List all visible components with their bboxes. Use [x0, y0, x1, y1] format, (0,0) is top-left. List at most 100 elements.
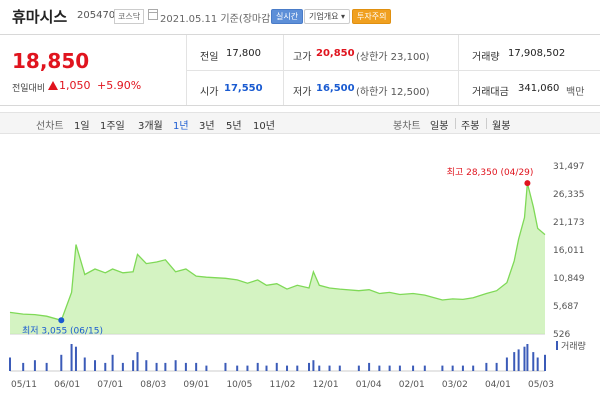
- x-tick-label: 06/01: [54, 380, 80, 390]
- x-tick-label: 07/01: [97, 380, 123, 390]
- volume-bar: [174, 360, 177, 371]
- period-1w[interactable]: 1주일: [100, 121, 125, 132]
- x-tick-label: 03/02: [442, 380, 468, 390]
- volume-bar: [485, 362, 488, 371]
- price-line: [9, 182, 546, 322]
- up-triangle-icon: [48, 81, 58, 90]
- x-tick-label: 05/03: [528, 380, 554, 390]
- volume-bar: [275, 362, 278, 371]
- x-tick-label: 02/01: [399, 380, 425, 390]
- price-chart-svg: 31,497 26,335 21,173 16,011 10,849 5,687 526 최고…: [9, 162, 586, 390]
- x-tick-label: 08/03: [140, 380, 166, 390]
- volume-bar: [136, 352, 139, 371]
- volume-bar: [318, 365, 321, 371]
- period-1d[interactable]: 1일: [74, 121, 90, 132]
- volume-bar: [265, 365, 268, 371]
- volume-bar: [308, 362, 311, 371]
- upper-limit: (상한가 23,100): [356, 52, 430, 63]
- period-3m[interactable]: 3개월: [138, 121, 163, 132]
- volume-bar: [205, 365, 208, 371]
- candle-daily[interactable]: 일봉: [430, 121, 449, 132]
- x-tick-label: 04/01: [485, 380, 511, 390]
- current-price: 18,850: [12, 49, 90, 73]
- volume-bar: [441, 365, 444, 371]
- change-value: 1,050: [59, 79, 91, 92]
- prev-close-value: 17,800: [226, 48, 261, 59]
- volume-bar: [296, 365, 299, 371]
- period-10y[interactable]: 10년: [253, 121, 275, 132]
- period-5y[interactable]: 5년: [226, 121, 242, 132]
- period-1y[interactable]: 1년: [173, 121, 189, 132]
- volume-bar: [145, 360, 148, 371]
- open-value: 17,550: [224, 83, 263, 94]
- y-tick-label: 526: [553, 330, 570, 340]
- base-date: 2021.05.11 기준(장마감): [160, 14, 275, 25]
- calendar-icon: [148, 9, 158, 20]
- volume-bar: [132, 360, 135, 371]
- volume-bar: [451, 365, 454, 371]
- volume-bar: [536, 357, 539, 371]
- volume-bar: [236, 365, 239, 371]
- volume-bar: [111, 354, 114, 371]
- volume-bar: [338, 365, 341, 371]
- volume-bar: [22, 362, 25, 371]
- y-tick-label: 26,335: [553, 190, 585, 200]
- x-tick-label: 11/02: [270, 380, 296, 390]
- volume-bar: [70, 344, 73, 371]
- company-overview-dropdown[interactable]: 기업개요 ▾: [304, 9, 350, 24]
- divider: [455, 118, 456, 129]
- volume-bar: [256, 362, 259, 371]
- volume-bar: [121, 362, 124, 371]
- market-badge: 코스닥: [114, 9, 145, 24]
- change-percent: +5.90%: [97, 79, 142, 92]
- y-tick-label: 21,173: [553, 218, 585, 228]
- volume-bar: [45, 362, 48, 371]
- investment-warning-badge: 투자주의: [352, 9, 392, 24]
- candle-chart-label: 봉차트: [393, 121, 421, 132]
- volume-bar: [398, 365, 401, 371]
- amount-value: 341,060: [518, 83, 560, 94]
- x-tick-label: 12/01: [313, 380, 339, 390]
- line-chart-label: 선차트: [36, 121, 64, 132]
- volume-bar: [328, 365, 331, 371]
- volume-legend-label: 거래량: [561, 340, 586, 352]
- change-label: 전일대비: [12, 84, 46, 94]
- volume-bar: [104, 362, 107, 371]
- candle-monthly[interactable]: 월봉: [492, 121, 511, 132]
- y-tick-label: 31,497: [553, 162, 585, 172]
- min-point: [58, 317, 65, 324]
- volume-bar: [388, 365, 391, 371]
- volume-bar: [526, 344, 529, 371]
- volume-bar: [461, 365, 464, 371]
- volume-bar: [368, 362, 371, 371]
- volume-bar: [33, 360, 36, 371]
- period-3y[interactable]: 3년: [199, 121, 215, 132]
- volume-bar: [517, 349, 520, 371]
- max-annotation: 최고 28,350 (04/29): [447, 167, 534, 178]
- volume-bar: [94, 360, 97, 371]
- y-tick-label: 16,011: [553, 246, 585, 256]
- x-tick-label: 09/01: [183, 380, 209, 390]
- volume-bar: [312, 360, 315, 371]
- high-label: 고가: [293, 52, 312, 63]
- volume-bar: [532, 352, 535, 371]
- volume-bar: [378, 365, 381, 371]
- volume-bar: [495, 362, 498, 371]
- x-tick-label: 10/05: [226, 380, 252, 390]
- divider: [486, 118, 487, 129]
- volume-bar: [472, 365, 475, 371]
- realtime-button[interactable]: 실시간: [271, 9, 304, 24]
- lower-limit: (하한가 12,500): [356, 87, 430, 98]
- candle-weekly[interactable]: 주봉: [461, 121, 480, 132]
- volume-bar: [544, 354, 546, 371]
- divider: [186, 70, 600, 71]
- volume-value: 17,908,502: [508, 48, 566, 59]
- prev-close-label: 전일: [200, 52, 219, 63]
- volume-legend-swatch: [556, 341, 558, 350]
- volume-bar: [246, 365, 249, 371]
- high-value: 20,850: [316, 48, 355, 59]
- volume-bar: [505, 357, 508, 371]
- volume-bar: [74, 346, 77, 371]
- stock-code: 205470: [77, 10, 116, 21]
- stock-header: 휴마시스 205470 코스닥 2021.05.11 기준(장마감) 실시간 기…: [0, 0, 600, 30]
